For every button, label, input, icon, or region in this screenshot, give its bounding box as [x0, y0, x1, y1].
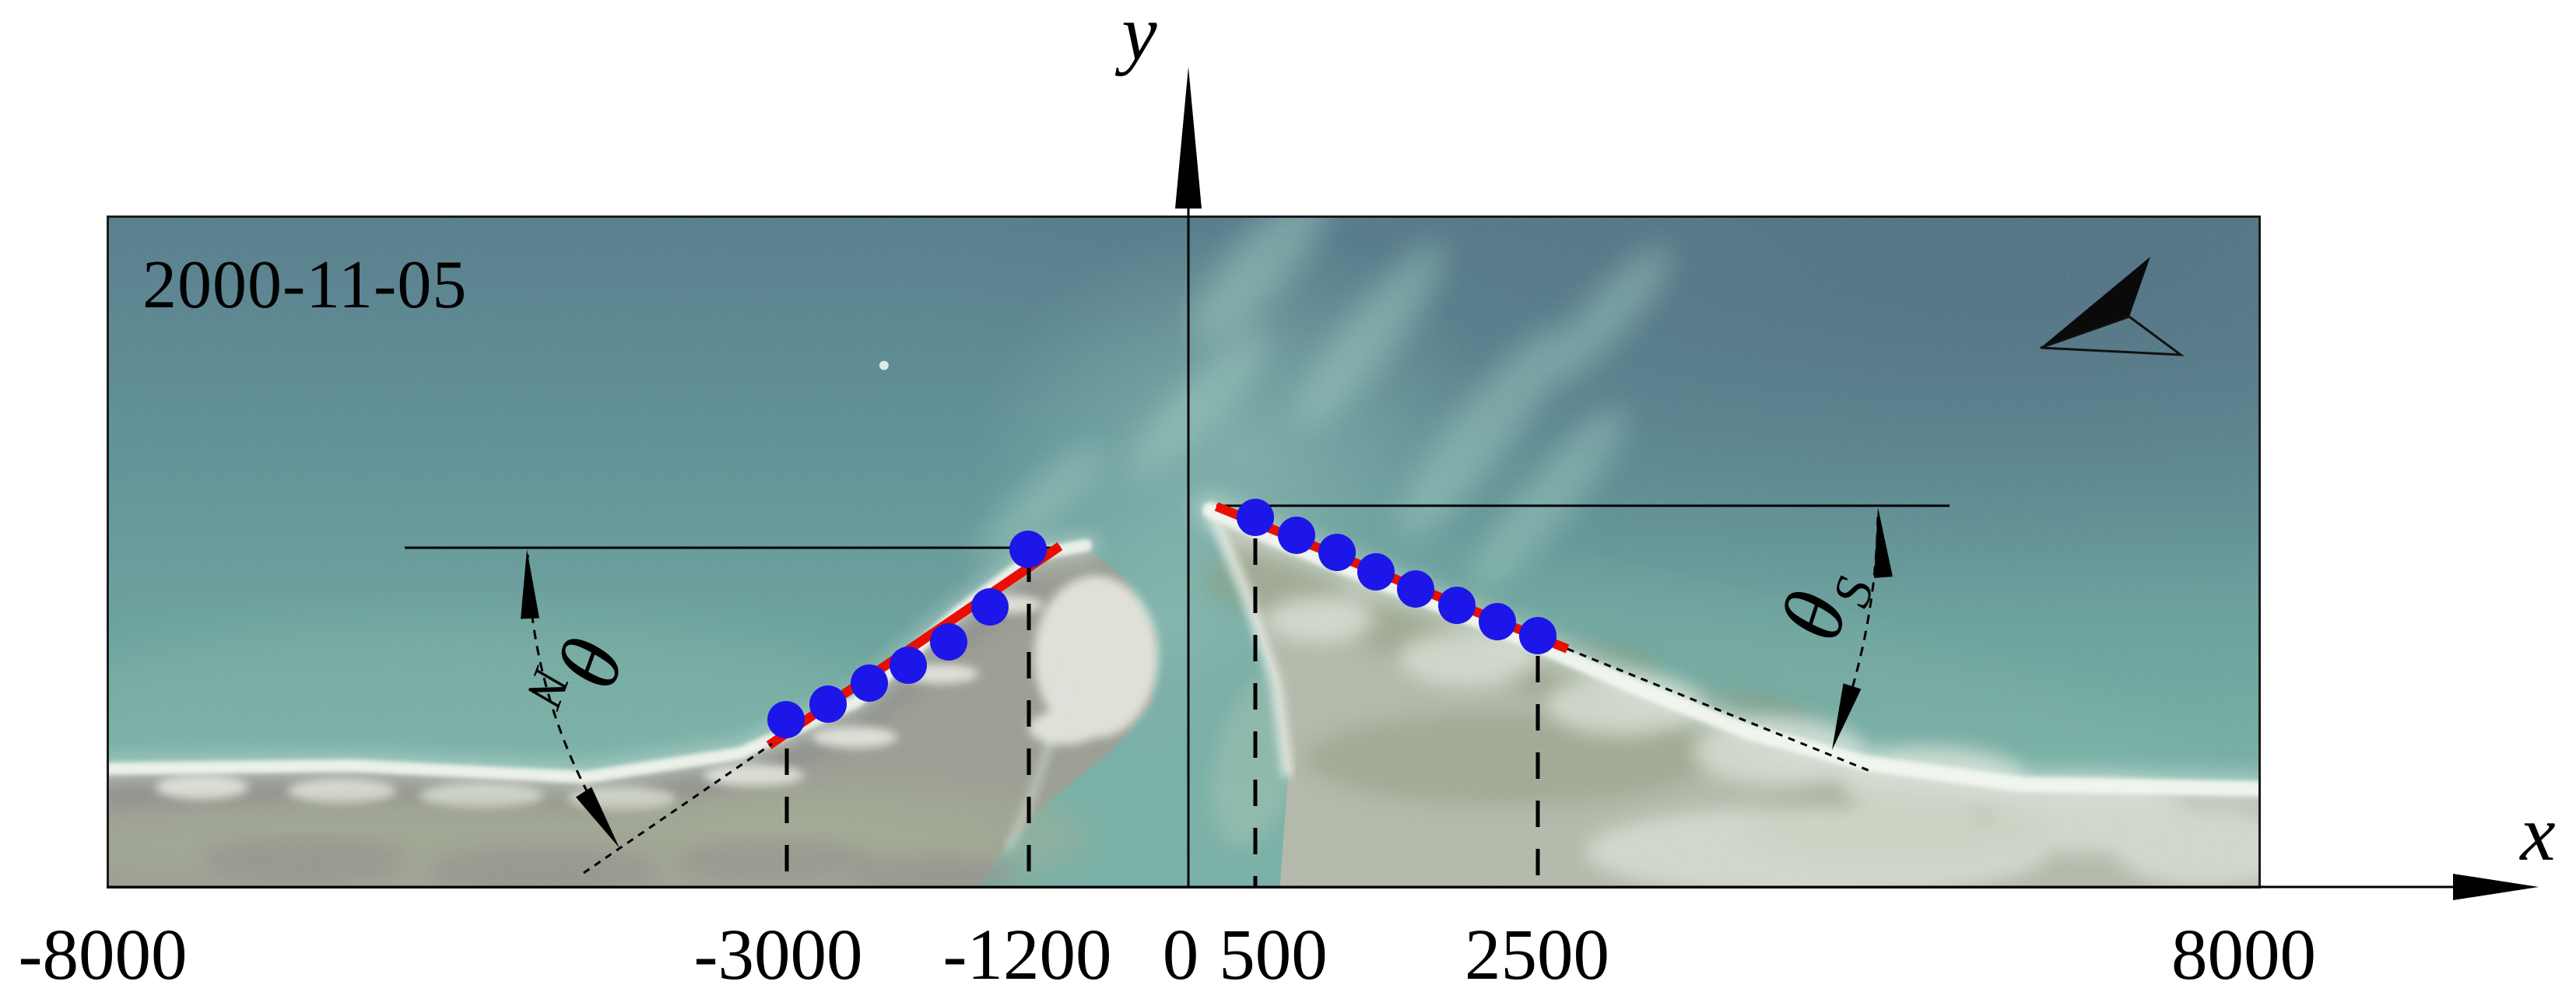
- y-axis-label: y: [1121, 0, 1157, 77]
- tick-label-8000: 8000: [2171, 915, 2316, 995]
- tick-label--3000: -3000: [693, 915, 863, 995]
- tick-label--1200: -1200: [942, 915, 1112, 995]
- date-label: 2000-11-05: [142, 247, 468, 323]
- tick-label-0: 0: [1162, 915, 1199, 995]
- y-axis-arrowhead: [1175, 67, 1202, 209]
- tick-label-2500: 2500: [1465, 915, 1609, 995]
- x-axis-label: x: [2520, 790, 2556, 878]
- tick-label-500: 500: [1219, 915, 1328, 995]
- tick-label--8000: -8000: [18, 915, 188, 995]
- photo-grain: [109, 218, 2258, 886]
